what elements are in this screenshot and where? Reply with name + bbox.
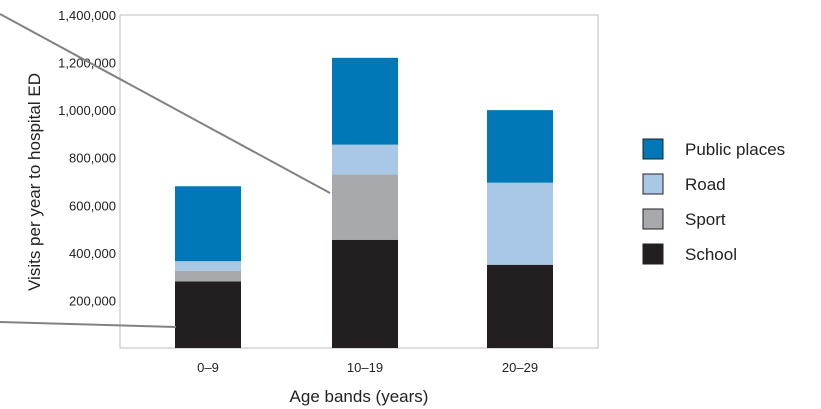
legend-label-public-places: Public places <box>685 140 785 159</box>
y-axis-title: Visits per year to hospital ED <box>25 73 44 291</box>
bar-segment-road <box>175 261 241 271</box>
y-tick-label: 1,400,000 <box>58 8 116 23</box>
x-axis-title: Age bands (years) <box>290 387 429 406</box>
bar-segment-public-places <box>332 57 398 145</box>
bar-segment-public-places <box>175 186 241 262</box>
bar-segment-public-places <box>487 110 553 183</box>
y-tick-label: 600,000 <box>69 198 116 213</box>
legend-swatch-public-places <box>642 138 664 160</box>
legend-label-school: School <box>685 245 737 264</box>
legend: Public places Road Sport School <box>642 138 785 265</box>
y-tick-label: 400,000 <box>69 246 116 261</box>
y-tick-label: 800,000 <box>69 151 116 166</box>
bar-segment-road <box>487 182 553 265</box>
bar-segment-school <box>175 281 241 348</box>
y-tick-label: 1,200,000 <box>58 56 116 71</box>
legend-label-road: Road <box>685 175 726 194</box>
legend-swatch-road <box>642 173 664 195</box>
callout-line-upper <box>0 13 331 194</box>
bar-segment-road <box>332 144 398 175</box>
bar-segment-sport <box>332 174 398 240</box>
legend-swatch-school <box>642 243 664 265</box>
legend-swatch-sport <box>642 208 664 230</box>
y-tick-labels: 200,000 400,000 600,000 800,000 1,000,000 1,2… <box>58 8 116 308</box>
x-tick-label: 10–19 <box>347 360 383 375</box>
x-tick-label: 20–29 <box>502 360 538 375</box>
y-tick-label: 200,000 <box>69 293 116 308</box>
bar-segment-school <box>487 264 553 348</box>
bar-segment-school <box>332 239 398 348</box>
bars-group <box>175 57 553 348</box>
y-tick-label: 1,000,000 <box>58 103 116 118</box>
callout-line-lower <box>0 321 177 328</box>
legend-label-sport: Sport <box>685 210 726 229</box>
x-tick-labels: 0–9 10–19 20–29 <box>197 360 538 375</box>
bar-segment-sport <box>175 270 241 282</box>
x-tick-label: 0–9 <box>197 360 219 375</box>
